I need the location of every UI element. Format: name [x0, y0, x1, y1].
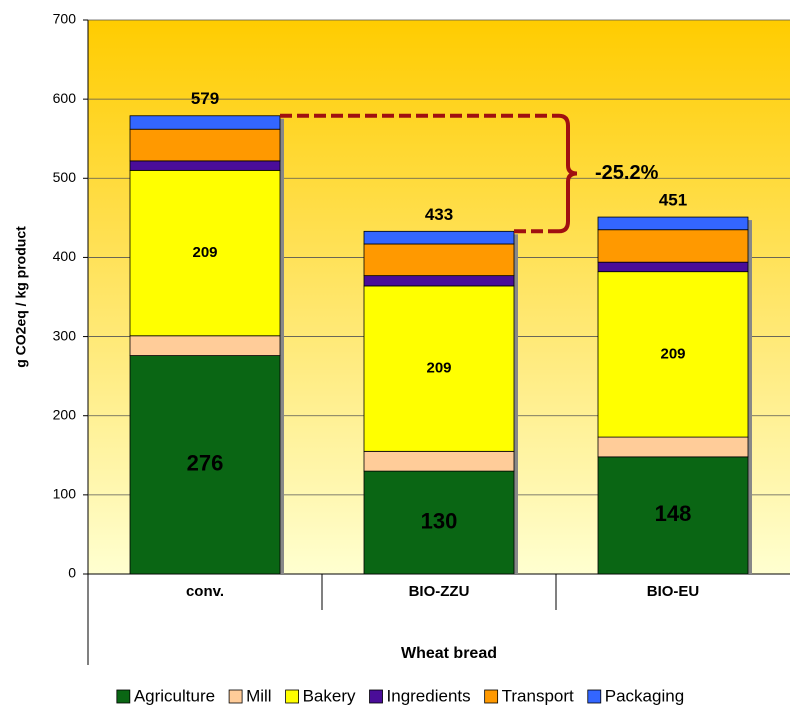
legend-swatch: [484, 689, 499, 704]
legend-swatch: [285, 689, 300, 704]
bar-segment: [129, 115, 281, 130]
bar-segment: [129, 128, 281, 162]
y-axis-label: g CO2eq / kg product: [13, 226, 29, 368]
data-label: 276: [187, 451, 224, 476]
x-axis-label: Wheat bread: [401, 645, 497, 662]
y-tick-label: 400: [53, 248, 77, 264]
bar-segment: [597, 229, 749, 263]
legend-label: Bakery: [303, 686, 356, 705]
bar-segment: [363, 470, 515, 575]
bar-segment: [129, 160, 281, 171]
x-tick-label: BIO-EU: [647, 583, 700, 600]
data-label: 209: [426, 360, 451, 377]
bar-segment: [129, 335, 281, 356]
total-label: 451: [659, 191, 687, 210]
y-tick-label: 100: [53, 486, 77, 502]
legend-swatch: [116, 689, 131, 704]
y-tick-label: 700: [53, 11, 77, 27]
bar-segment: [597, 456, 749, 575]
legend-swatch: [587, 689, 602, 704]
bar-segment: [597, 261, 749, 273]
legend-swatch: [369, 689, 383, 704]
bar-segment: [363, 230, 515, 245]
legend-label: Packaging: [605, 686, 684, 705]
data-label: 130: [421, 508, 458, 533]
bar-segment: [129, 169, 281, 337]
data-label: 209: [192, 244, 217, 261]
legend-label: Ingredients: [387, 686, 471, 705]
legend-label: Transport: [502, 686, 574, 705]
y-tick-label: 200: [53, 406, 77, 422]
legend-swatch: [228, 689, 243, 704]
annotation: -25.2%: [595, 162, 659, 184]
y-tick-label: 300: [53, 327, 77, 343]
x-tick-label: conv.: [186, 583, 224, 600]
bracket: [558, 113, 578, 234]
bar-segment: [363, 275, 515, 287]
bar-segment: [597, 271, 749, 438]
y-tick-label: 0: [68, 565, 76, 581]
bar-segment: [597, 436, 749, 458]
y-tick-label: 600: [53, 90, 77, 106]
bar-segment: [597, 216, 749, 231]
x-tick-label: BIO-ZZU: [409, 583, 470, 600]
y-tick-label: 500: [53, 169, 77, 185]
total-label: 579: [191, 89, 219, 108]
data-label: 209: [660, 345, 685, 362]
bar-segment: [363, 285, 515, 452]
legend-label: Agriculture: [134, 686, 215, 705]
data-label: 148: [655, 501, 692, 526]
bar-segment: [363, 243, 515, 277]
bar-segment: [363, 450, 515, 472]
bar-segment: [129, 355, 281, 575]
total-label: 433: [425, 205, 453, 224]
legend-label: Mill: [246, 686, 272, 705]
